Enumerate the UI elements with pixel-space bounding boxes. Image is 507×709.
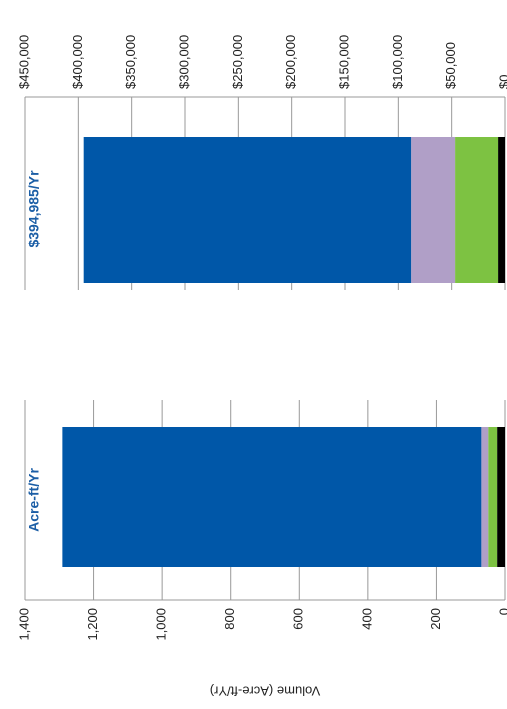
y-tick-label: 800 [222, 608, 237, 630]
y-tick-label: $350,000 [123, 35, 138, 89]
y-tick-label: $250,000 [230, 35, 245, 89]
bar-segment [481, 427, 489, 567]
bar-segment [498, 137, 506, 283]
bar-segment [488, 427, 498, 567]
bar-segment [83, 137, 412, 283]
y-axis-label: Volume (Acre-ft/Yr) [210, 684, 321, 699]
y-tick-label: $50,000 [443, 42, 458, 89]
y-tick-label: $450,000 [16, 35, 31, 89]
chart-title: Acre-ft/Yr [26, 468, 42, 532]
bar-segment [62, 427, 482, 567]
y-tick-label: $0 [496, 75, 507, 89]
bar-segment [455, 137, 499, 283]
y-tick-label: $200,000 [283, 35, 298, 89]
bar-segment [411, 137, 456, 283]
chart-title: $394,985/Yr [26, 170, 42, 248]
y-tick-label: $100,000 [390, 35, 405, 89]
y-tick-label: $150,000 [336, 35, 351, 89]
y-tick-label: 1,200 [85, 608, 100, 641]
y-tick-label: 1,000 [154, 608, 169, 641]
y-tick-label: 400 [359, 608, 374, 630]
y-tick-label: $400,000 [70, 35, 85, 89]
y-tick-label: 200 [428, 608, 443, 630]
y-tick-label: $300,000 [176, 35, 191, 89]
y-tick-label: 1,400 [16, 608, 31, 641]
rotated-frame: 0 200 400 600 800 1,000 1,200 1,400 Acre-ft/Yr Vo… [16, 35, 507, 699]
y-tick-label: 600 [291, 608, 306, 630]
y-tick-label: 0 [496, 608, 507, 615]
bar-segment [497, 427, 506, 567]
